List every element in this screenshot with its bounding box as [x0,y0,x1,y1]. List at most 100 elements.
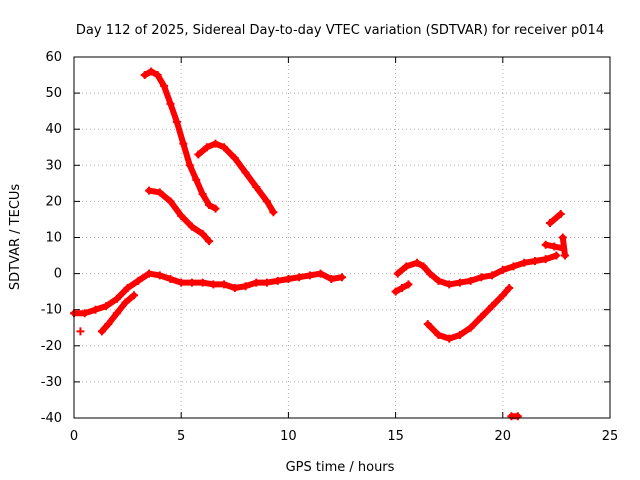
y-tick-label: 30 [45,158,62,173]
data-point [102,302,111,311]
data-point [391,287,400,296]
data-point [179,139,188,148]
data-point [413,258,422,267]
data-point [76,327,85,336]
y-tick-label: 20 [45,194,62,209]
data-point [166,197,175,206]
data-point [520,258,529,267]
series-arc-7 [393,251,561,289]
series-line [394,252,560,288]
data-point [262,278,271,287]
series-arc-12 [558,233,569,260]
data-point [241,282,250,291]
axis-ticks: 0 5 10 15 20 25 -40 -30 -20 -10 0 10 20 30 40 50 60 [41,50,619,444]
data-point [466,276,475,285]
data-point [556,210,565,219]
data-point [205,201,214,210]
data-point [185,161,194,170]
data-point [220,143,229,152]
y-tick-label: -10 [41,303,62,318]
data-point [198,229,207,238]
data-point [80,309,89,318]
data-point [187,222,196,231]
data-point [541,255,550,264]
data-point [230,284,239,293]
series-arc-6 [76,327,85,336]
series-arc-5 [97,291,139,336]
y-tick-label: 10 [45,231,62,246]
data-point [305,271,314,280]
data-point [545,219,554,228]
data-point [220,280,229,289]
data-point [402,262,411,271]
data-point [202,143,211,152]
data-point [155,188,164,197]
series-line [141,68,219,212]
series-arc-11 [545,210,565,228]
data-point [284,275,293,284]
data-point [488,271,497,280]
data-point [558,233,567,242]
series-line [71,270,345,317]
y-tick-label: -40 [41,411,62,426]
y-tick-label: 50 [45,86,62,101]
data-point [130,291,139,300]
data-point [104,320,113,329]
data-point [166,275,175,284]
data-point [177,211,186,220]
data-point [327,275,336,284]
x-axis-label: GPS time / hours [286,460,395,475]
data-point [445,280,454,289]
data-point [316,269,325,278]
data-point [398,284,407,293]
y-axis-label: SDTVAR / TECUs [8,184,23,291]
data-point [198,190,207,199]
data-point [477,273,486,282]
plot-frame [73,56,611,419]
x-tick-label: 25 [602,429,619,444]
data-point [91,305,100,314]
data-point [241,168,250,177]
grid [74,57,610,418]
x-tick-label: 15 [387,429,404,444]
data-point [147,67,156,76]
data-point [434,276,443,285]
data-point [552,251,561,260]
data-point [211,139,220,148]
y-tick-label: 0 [54,267,62,282]
data-point [211,204,220,213]
data-point [112,294,121,303]
data-point [97,327,106,336]
data-point [177,278,186,287]
data-point [530,256,539,265]
data-point [121,298,130,307]
data-point [273,276,282,285]
data-point [419,262,428,271]
y-tick-label: 40 [45,122,62,137]
data-point [194,150,203,159]
data-point [434,330,443,339]
data-point [155,271,164,280]
data-point [209,280,218,289]
data-point [145,186,154,195]
data-point [187,278,196,287]
data-point [477,312,486,321]
data-point [423,320,432,329]
y-tick-label: -20 [41,339,62,354]
data-point [404,280,413,289]
x-tick-label: 20 [495,429,512,444]
data-point [295,273,304,282]
data-point [498,291,507,300]
data-point [466,323,475,332]
data-point [541,240,550,249]
x-tick-label: 5 [177,429,185,444]
series-arc-2 [140,67,220,213]
data-point [269,208,278,217]
series-arc-13 [507,412,522,421]
series-arc-1 [70,269,346,318]
series-arc-3 [194,139,278,217]
data-point [230,154,239,163]
data-point [393,269,402,278]
data-point [112,309,121,318]
